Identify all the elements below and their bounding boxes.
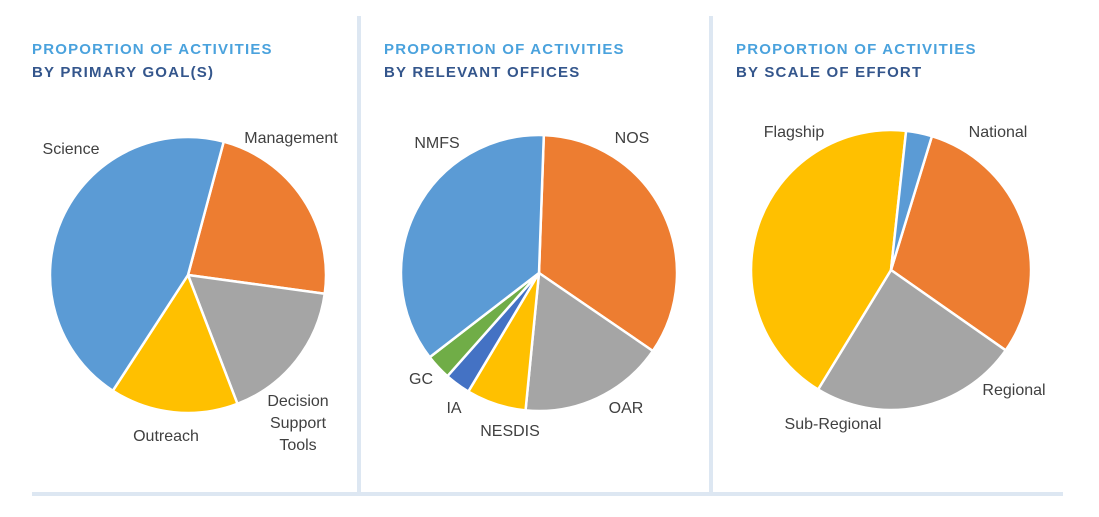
slice-label-regional: Regional bbox=[982, 382, 1046, 399]
pie-slice-nos bbox=[537, 133, 679, 353]
chart-title: PROPORTION OF ACTIVITIES BY PRIMARY GOAL… bbox=[32, 38, 273, 84]
slice-label-flagship: Flagship bbox=[763, 124, 825, 141]
chart-panel-scale-of-effort: PROPORTION OF ACTIVITIES BY SCALE OF EFF… bbox=[736, 0, 1062, 492]
slice-label-outreach: Outreach bbox=[133, 428, 199, 445]
slice-label-nos: NOS bbox=[614, 130, 650, 147]
chart-panel-relevant-offices: PROPORTION OF ACTIVITIES BY RELEVANT OFF… bbox=[384, 0, 710, 492]
panel-divider bbox=[357, 16, 361, 492]
slice-label-decision-support-tools: Decision Support Tools bbox=[267, 393, 329, 454]
pie-chart-relevant-offices bbox=[399, 133, 679, 413]
pie-slice-sub-regional bbox=[749, 128, 908, 391]
pie-slice-science bbox=[48, 135, 225, 392]
slice-label-science: Science bbox=[42, 141, 100, 158]
chart-title-line2: BY SCALE OF EFFORT bbox=[736, 64, 923, 81]
pie-slice-national bbox=[889, 134, 1033, 352]
pie-slice-regional bbox=[816, 268, 1007, 412]
chart-title-line1: PROPORTION OF ACTIVITIES bbox=[32, 41, 273, 58]
pie-slice-nmfs bbox=[399, 133, 546, 359]
slice-label-management: Management bbox=[244, 130, 338, 147]
chart-title-line1: PROPORTION OF ACTIVITIES bbox=[384, 41, 625, 58]
panel-divider bbox=[709, 16, 713, 492]
chart-panel-primary-goals: PROPORTION OF ACTIVITIES BY PRIMARY GOAL… bbox=[32, 0, 358, 492]
slice-label-ia: IA bbox=[446, 400, 462, 417]
pie-chart-scale-of-effort bbox=[749, 128, 1033, 412]
slice-label-oar: OAR bbox=[608, 400, 644, 417]
chart-title-line1: PROPORTION OF ACTIVITIES bbox=[736, 41, 977, 58]
pie-slice-management bbox=[186, 140, 328, 295]
pie-slice-outreach bbox=[111, 273, 239, 415]
slice-label-national: National bbox=[968, 124, 1028, 141]
chart-title: PROPORTION OF ACTIVITIES BY SCALE OF EFF… bbox=[736, 38, 977, 84]
pie-slice-decision-support-tools bbox=[186, 273, 326, 406]
slice-label-nesdis: NESDIS bbox=[480, 423, 540, 440]
pie-chart-primary-goals bbox=[48, 135, 328, 415]
chart-title: PROPORTION OF ACTIVITIES BY RELEVANT OFF… bbox=[384, 38, 625, 84]
bottom-rule bbox=[32, 492, 1063, 496]
pie-slice-flagship bbox=[889, 129, 934, 272]
chart-title-line2: BY PRIMARY GOAL(S) bbox=[32, 64, 215, 81]
slice-label-nmfs: NMFS bbox=[414, 135, 460, 152]
slice-label-gc: GC bbox=[409, 371, 433, 388]
chart-title-line2: BY RELEVANT OFFICES bbox=[384, 64, 581, 81]
slice-label-sub-regional: Sub-Regional bbox=[784, 416, 882, 433]
pie-slice-oar bbox=[524, 271, 655, 413]
